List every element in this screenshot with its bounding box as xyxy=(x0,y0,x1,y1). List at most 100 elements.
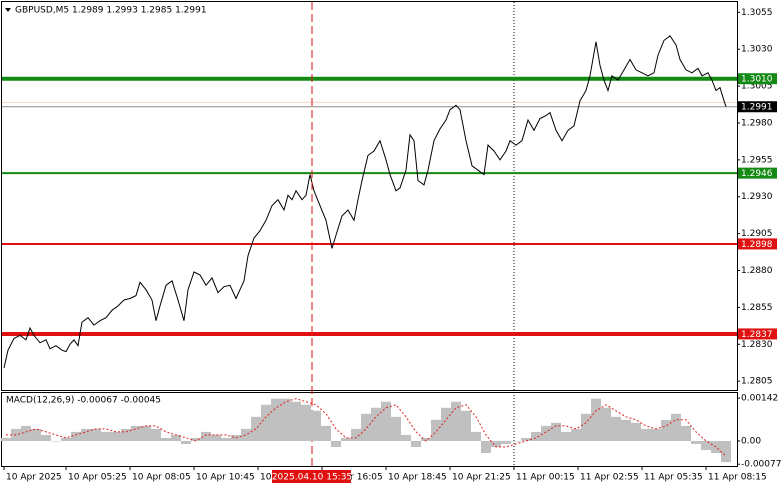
macd-bar xyxy=(701,440,711,451)
macd-bar xyxy=(541,425,551,441)
macd-bar xyxy=(511,440,521,442)
macd-bar xyxy=(621,419,631,441)
price-level-label: 1.2837 xyxy=(741,330,773,340)
macd-bar xyxy=(391,416,401,441)
crosshair-date-label: 2025.04.10 15:35 xyxy=(272,473,352,483)
macd-bar xyxy=(351,428,361,441)
macd-bar xyxy=(491,440,501,447)
macd-bar xyxy=(251,416,261,441)
y-tick-label: 1.2830 xyxy=(741,340,773,350)
price-line xyxy=(3,35,727,369)
y-tick-label: 1.2805 xyxy=(741,377,773,387)
macd-bar xyxy=(481,440,491,454)
y-tick-label: 1.2905 xyxy=(741,229,773,239)
macd-bar xyxy=(401,434,411,441)
macd-bar xyxy=(381,401,391,441)
macd-bar xyxy=(1,437,11,441)
y-tick-label: -0.00077 xyxy=(741,460,781,470)
macd-bar xyxy=(261,404,271,441)
macd-bar xyxy=(641,428,651,441)
macd-bar xyxy=(121,428,131,441)
macd-bar xyxy=(411,440,421,447)
macd-bar xyxy=(301,404,311,441)
price-level-box xyxy=(738,238,777,250)
macd-bar xyxy=(131,425,141,441)
macd-bar xyxy=(611,416,621,441)
crosshair-date-box xyxy=(272,470,351,483)
y-tick-label: 0.00 xyxy=(741,436,761,446)
y-tick-label: 1.2855 xyxy=(741,303,773,313)
y-tick-label: 1.3055 xyxy=(741,8,773,18)
macd-bar xyxy=(721,440,731,463)
macd-bar xyxy=(31,428,41,441)
macd-bar xyxy=(181,440,191,444)
y-tick-label: 1.2930 xyxy=(741,192,773,202)
y-tick-label: 1.2980 xyxy=(741,118,773,128)
price-level-box xyxy=(738,73,777,85)
x-tick-label: 10 Apr 08:05 xyxy=(132,473,191,483)
x-tick-label: 11 Apr 00:15 xyxy=(516,473,575,483)
macd-bar xyxy=(651,428,661,441)
y-tick-label: 0.00142 xyxy=(741,394,778,404)
macd-bar xyxy=(691,440,701,444)
macd-bar xyxy=(151,428,161,441)
macd-bar xyxy=(91,428,101,441)
x-tick-label: 10 Apr 18:45 xyxy=(388,473,447,483)
price-level-label: 1.2946 xyxy=(741,169,773,179)
y-tick-label: 1.3005 xyxy=(741,82,773,92)
macd-bar xyxy=(561,431,571,441)
x-tick-label: 10 Apr 10:45 xyxy=(196,473,255,483)
price-level-box xyxy=(738,101,777,113)
macd-bar xyxy=(21,425,31,441)
macd-bar xyxy=(441,407,451,441)
macd-bar xyxy=(361,413,371,441)
macd-bar xyxy=(471,431,481,441)
macd-bar xyxy=(311,410,321,441)
menu-triangle[interactable] xyxy=(5,8,11,12)
macd-bar xyxy=(201,431,211,441)
macd-bar xyxy=(371,407,381,441)
macd-title: MACD(12,26,9) -0.00067 -0.00045 xyxy=(6,396,161,406)
x-tick-label: 10 Apr 16:05 xyxy=(324,473,383,483)
macd-bar xyxy=(501,440,511,444)
x-tick-label: 10 Apr 05:25 xyxy=(68,473,127,483)
macd-bar xyxy=(241,428,251,441)
price-panel-frame xyxy=(1,1,738,391)
macd-bar xyxy=(51,440,61,442)
macd-bar xyxy=(591,398,601,441)
macd-bar xyxy=(521,437,531,441)
macd-bar xyxy=(211,434,221,441)
y-tick-label: 1.2880 xyxy=(741,266,773,276)
macd-bar xyxy=(291,401,301,441)
macd-bar xyxy=(661,419,671,441)
macd-bar xyxy=(111,431,121,441)
macd-bar xyxy=(331,440,341,447)
price-level-label: 1.3010 xyxy=(741,75,773,85)
macd-bar xyxy=(101,431,111,441)
macd-bar xyxy=(191,437,201,441)
macd-bar xyxy=(601,407,611,441)
macd-bar xyxy=(171,434,181,441)
x-tick-label: 11 Apr 05:35 xyxy=(644,473,703,483)
macd-bar xyxy=(531,431,541,441)
macd-bar xyxy=(421,437,431,441)
macd-bar xyxy=(281,398,291,441)
price-level-box xyxy=(738,167,777,179)
price-level-label: 1.2898 xyxy=(741,240,773,250)
x-tick-label: 10 Apr 2025 xyxy=(6,473,62,483)
macd-bar xyxy=(41,434,51,441)
chart-title: GBPUSD,M5 1.2989 1.2993 1.2985 1.2991 xyxy=(15,6,207,16)
macd-panel-frame xyxy=(1,392,738,467)
macd-bar xyxy=(431,419,441,441)
price-level-box xyxy=(738,328,777,340)
x-tick-label: 11 Apr 02:55 xyxy=(580,473,639,483)
macd-signal xyxy=(6,398,727,457)
macd-bar xyxy=(141,425,151,441)
macd-bar xyxy=(571,428,581,441)
macd-bar xyxy=(671,413,681,441)
macd-bar xyxy=(61,437,71,441)
x-tick-label: 10 Apr 21:25 xyxy=(452,473,511,483)
macd-bar xyxy=(71,431,81,441)
macd-bar xyxy=(271,398,281,441)
